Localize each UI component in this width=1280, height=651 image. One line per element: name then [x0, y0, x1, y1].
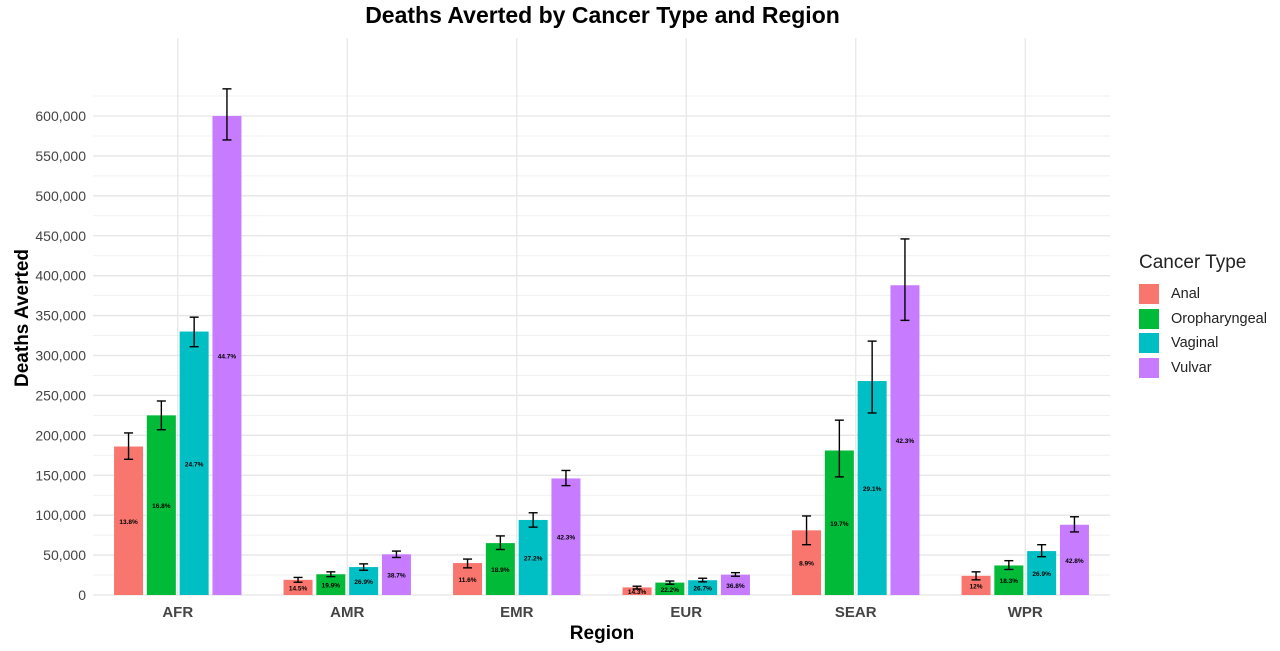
data-label: 19.7%	[830, 521, 849, 528]
legend-swatch	[1139, 357, 1159, 378]
legend-label: Vulvar	[1171, 359, 1212, 376]
legend-label: Oropharyngeal	[1171, 310, 1267, 327]
data-label: 42.8%	[1065, 558, 1084, 565]
legend-swatch	[1139, 333, 1159, 354]
x-tick-label: EMR	[500, 604, 534, 621]
legend-items: Anal Oropharyngeal Vaginal Vulvar	[1139, 282, 1267, 380]
y-tick-label: 250,000	[35, 387, 86, 403]
data-label: 13.8%	[119, 519, 138, 526]
legend-item: Vaginal	[1139, 331, 1267, 356]
bar	[349, 567, 379, 595]
bar	[316, 574, 346, 595]
bar	[1027, 551, 1057, 595]
y-tick-label: 350,000	[35, 308, 86, 324]
bar	[179, 331, 209, 595]
legend-item: Vulvar	[1139, 356, 1267, 381]
bar	[688, 580, 718, 595]
data-label: 36.8%	[726, 583, 745, 590]
data-label: 42.3%	[896, 438, 915, 445]
data-label: 14.5%	[289, 585, 308, 592]
y-axis-title: Deaths Averted	[12, 249, 33, 387]
bar	[114, 446, 144, 595]
legend-item: Oropharyngeal	[1139, 307, 1267, 332]
y-tick-label: 500,000	[35, 188, 86, 204]
data-label: 44.7%	[218, 354, 237, 361]
y-tick-label: 150,000	[35, 467, 86, 483]
data-label: 11.6%	[459, 577, 477, 584]
y-tick-label: 450,000	[35, 228, 86, 244]
chart-title: Deaths Averted by Cancer Type and Region	[365, 2, 840, 28]
legend-swatch	[1139, 284, 1159, 305]
y-tick-label: 400,000	[35, 268, 86, 284]
legend-swatch	[1139, 308, 1159, 329]
y-tick-label: 100,000	[35, 507, 86, 523]
y-tick-label: 300,000	[35, 348, 86, 364]
data-label: 18.9%	[491, 567, 510, 574]
data-label: 18.3%	[1000, 578, 1019, 585]
x-tick-label: EUR	[670, 604, 702, 621]
data-label: 27.2%	[524, 555, 543, 562]
y-tick-label: 600,000	[35, 108, 86, 124]
data-label: 14.3%	[628, 589, 647, 596]
bar	[857, 381, 887, 595]
bar	[655, 582, 685, 595]
legend: Cancer Type Anal Oropharyngeal Vaginal Vulv…	[1139, 252, 1267, 380]
data-label: 12%	[970, 583, 983, 590]
bar	[381, 554, 411, 595]
data-label: 26.9%	[1032, 571, 1051, 578]
x-tick-label: AMR	[330, 604, 364, 621]
bar	[622, 587, 652, 595]
bar	[212, 116, 242, 595]
x-tick-label: WPR	[1008, 604, 1043, 621]
y-tick-label: 550,000	[35, 148, 86, 164]
data-label: 22.2%	[661, 587, 680, 594]
data-label: 16.8%	[152, 503, 171, 510]
data-label: 26.7%	[693, 586, 712, 593]
x-axis-title: Region	[570, 623, 634, 644]
bar	[720, 574, 750, 595]
data-label: 24.7%	[185, 461, 204, 468]
x-tick-label: SEAR	[835, 604, 877, 621]
bar	[890, 285, 920, 595]
data-label: 8.9%	[799, 561, 814, 568]
data-label: 26.9%	[354, 579, 373, 586]
bar	[146, 415, 176, 595]
y-tick-label: 0	[78, 587, 86, 603]
x-tick-label: AFR	[162, 604, 193, 621]
legend-item: Anal	[1139, 282, 1267, 307]
bar	[961, 575, 991, 595]
bar	[518, 519, 548, 595]
y-tick-label: 50,000	[43, 547, 86, 563]
bar	[485, 543, 515, 595]
data-label: 19.9%	[322, 583, 341, 590]
bar	[994, 565, 1024, 595]
data-label: 42.3%	[557, 535, 576, 542]
bar	[283, 579, 313, 595]
data-label: 38.7%	[387, 573, 406, 580]
legend-label: Vaginal	[1171, 335, 1219, 352]
data-label: 29.1%	[863, 486, 882, 493]
bar	[1059, 524, 1089, 595]
legend-title: Cancer Type	[1139, 252, 1247, 273]
bar	[551, 478, 581, 595]
legend-label: Anal	[1171, 286, 1201, 303]
y-tick-label: 200,000	[35, 427, 86, 443]
